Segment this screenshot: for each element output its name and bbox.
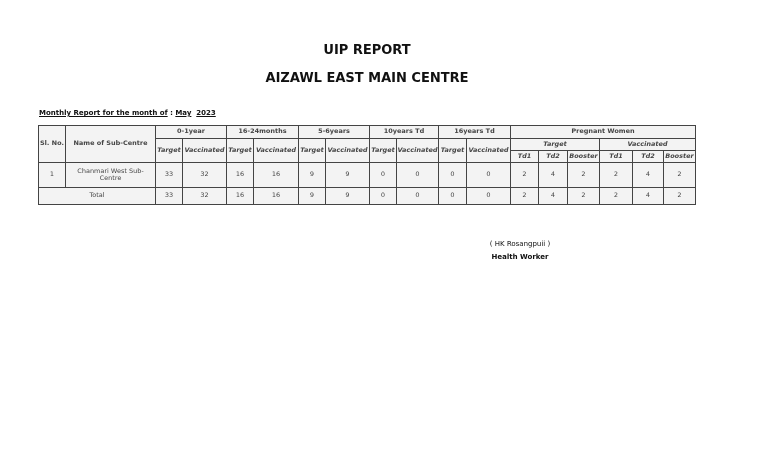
header-pw-vaccinated: Vaccinated bbox=[599, 138, 696, 151]
signatory-role: Health Worker bbox=[491, 253, 549, 261]
cell-value: 9 bbox=[325, 162, 370, 188]
report-table: Sl. No. Name of Sub-Centre 0-1year 16-24… bbox=[38, 125, 696, 205]
header-group: 16-24months bbox=[226, 125, 299, 139]
month-line: Monthly Report for the month of : May 20… bbox=[39, 109, 216, 117]
cell-value: 4 bbox=[632, 187, 664, 205]
table-row: 1 Chanmari West Sub-Centre 33 32 16 16 9 9 0 0 0… bbox=[38, 162, 696, 188]
header-target: Target bbox=[298, 138, 326, 163]
header-name: Name of Sub-Centre bbox=[65, 125, 156, 163]
cell-value: 2 bbox=[567, 187, 600, 205]
header-pw-target: Target bbox=[510, 138, 600, 151]
cell-value: 0 bbox=[466, 162, 511, 188]
cell-value: 9 bbox=[325, 187, 370, 205]
header-td1: Td1 bbox=[599, 150, 633, 163]
cell-value: 2 bbox=[510, 187, 539, 205]
cell-value: 33 bbox=[155, 187, 183, 205]
cell-value: 2 bbox=[663, 162, 696, 188]
header-booster: Booster bbox=[663, 150, 696, 163]
header-pregnant: Pregnant Women bbox=[510, 125, 696, 139]
cell-value: 2 bbox=[599, 162, 633, 188]
cell-value: 0 bbox=[466, 187, 511, 205]
cell-value: 32 bbox=[182, 162, 227, 188]
cell-value: 0 bbox=[396, 162, 439, 188]
cell-value: 9 bbox=[298, 162, 326, 188]
header-group: 0-1year bbox=[155, 125, 227, 139]
cell-value: 0 bbox=[438, 187, 467, 205]
total-label: Total bbox=[38, 187, 156, 205]
header-vaccinated: Vaccinated bbox=[466, 138, 511, 163]
cell-value: 0 bbox=[396, 187, 439, 205]
cell-value: 2 bbox=[599, 187, 633, 205]
cell-value: 32 bbox=[182, 187, 227, 205]
header-vaccinated: Vaccinated bbox=[253, 138, 299, 163]
cell-value: 4 bbox=[538, 187, 568, 205]
cell-value: 2 bbox=[663, 187, 696, 205]
header-target: Target bbox=[226, 138, 254, 163]
cell-value: 33 bbox=[155, 162, 183, 188]
header-vaccinated: Vaccinated bbox=[325, 138, 370, 163]
cell-value: 9 bbox=[298, 187, 326, 205]
cell-name: Chanmari West Sub-Centre bbox=[65, 162, 156, 188]
centre-title: AIZAWL EAST MAIN CENTRE bbox=[265, 71, 469, 86]
header-vaccinated: Vaccinated bbox=[396, 138, 439, 163]
header-booster: Booster bbox=[567, 150, 600, 163]
cell-value: 16 bbox=[226, 162, 254, 188]
cell-value: 0 bbox=[438, 162, 467, 188]
header-target: Target bbox=[369, 138, 397, 163]
cell-value: 2 bbox=[510, 162, 539, 188]
cell-value: 16 bbox=[253, 162, 299, 188]
cell-value: 0 bbox=[369, 162, 397, 188]
header-group: 16years Td bbox=[438, 125, 511, 139]
header-td1: Td1 bbox=[510, 150, 539, 163]
header-target: Target bbox=[155, 138, 183, 163]
cell-value: 4 bbox=[632, 162, 664, 188]
cell-value: 0 bbox=[369, 187, 397, 205]
report-title: UIP REPORT bbox=[323, 43, 411, 58]
cell-value: 16 bbox=[253, 187, 299, 205]
header-group: 10years Td bbox=[369, 125, 439, 139]
cell-value: 16 bbox=[226, 187, 254, 205]
header-sl: Sl. No. bbox=[38, 125, 66, 163]
cell-sl: 1 bbox=[38, 162, 66, 188]
header-group: 5-6years bbox=[298, 125, 370, 139]
header-td2: Td2 bbox=[538, 150, 568, 163]
signatory-name: ( HK Rosangpuii ) bbox=[489, 240, 551, 248]
cell-value: 4 bbox=[538, 162, 568, 188]
header-vaccinated: Vaccinated bbox=[182, 138, 227, 163]
cell-value: 2 bbox=[567, 162, 600, 188]
header-td2: Td2 bbox=[632, 150, 664, 163]
total-row: Total 33 32 16 16 9 9 0 0 0 0 2 4 2 2 4 2 bbox=[38, 187, 696, 205]
header-target: Target bbox=[438, 138, 467, 163]
